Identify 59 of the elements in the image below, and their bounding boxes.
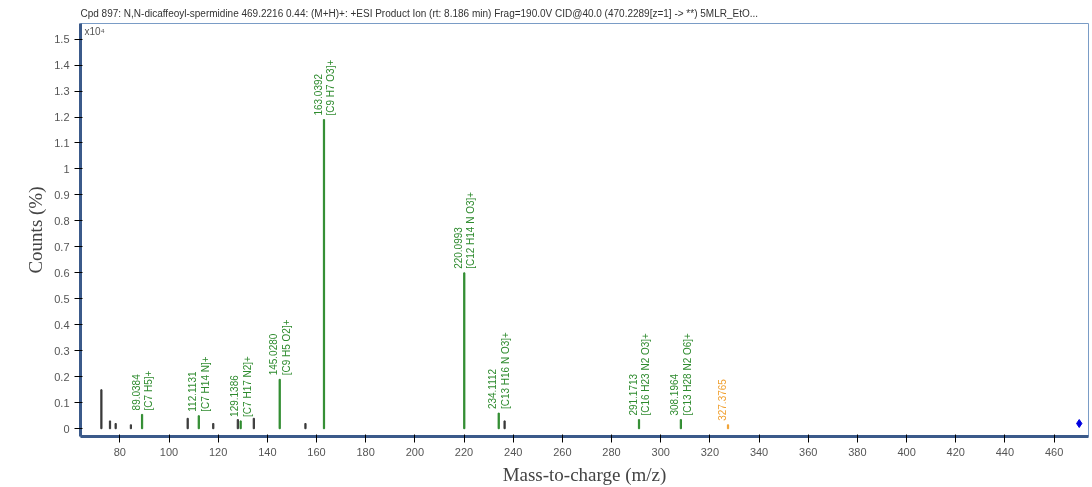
x-tick-label: 160 bbox=[307, 445, 326, 458]
annotation: 327.3765 bbox=[716, 378, 728, 421]
x-tick-label: 140 bbox=[258, 445, 277, 458]
annotation: 129.1386 bbox=[229, 374, 241, 417]
x-tick-label: 260 bbox=[553, 445, 572, 458]
y-tick-label: 1.3 bbox=[54, 85, 70, 98]
x-tick-label: 340 bbox=[749, 445, 769, 458]
annotation: [C7 H17 N2]+ bbox=[241, 355, 253, 417]
annotation: [C7 H5]+ bbox=[142, 370, 154, 411]
x-tick-label: 420 bbox=[946, 445, 965, 458]
annotation: 163.0392 bbox=[312, 73, 324, 116]
y-tick-label: 0.3 bbox=[54, 344, 70, 357]
y-tick-label: 0.6 bbox=[54, 266, 70, 279]
annotation: x10⁴ bbox=[84, 25, 105, 37]
x-tick-label: 460 bbox=[1044, 445, 1064, 458]
x-tick-label: 280 bbox=[602, 445, 621, 458]
x-tick-label: 120 bbox=[209, 445, 228, 458]
x-tick-label: 220 bbox=[454, 445, 474, 458]
x-tick-label: 380 bbox=[848, 445, 867, 458]
y-tick-label: 0.9 bbox=[54, 188, 70, 201]
y-tick-label: 0.2 bbox=[54, 370, 70, 383]
annotation: 291.1713 bbox=[627, 373, 639, 416]
y-tick-label: 0.4 bbox=[54, 318, 70, 331]
x-tick-label: 240 bbox=[504, 445, 523, 458]
annotation: 234.1112 bbox=[487, 368, 499, 410]
annotation: [C16 H23 N2 O3]+ bbox=[639, 332, 651, 416]
x-tick-label: 400 bbox=[897, 445, 916, 458]
y-tick-label: 1.2 bbox=[54, 111, 70, 124]
x-tick-label: 200 bbox=[405, 445, 425, 458]
annotation: 112.1131 bbox=[187, 371, 199, 412]
annotation: [C13 H28 N2 O6]+ bbox=[681, 332, 693, 416]
annotation: 220.0993 bbox=[452, 226, 464, 269]
chart-title: Cpd 897: N,N-dicaffeoyl-spermidine 469.2216 0.44: (M+H)+: +ESI Product Ion (rt: 8.186 min) Frag=190.0V CID@40.0 (470.2289[z=1] -> **) 5MLR_EtO... bbox=[80, 7, 759, 19]
annotation: [C9 H5 O2]+ bbox=[280, 319, 292, 376]
y-tick-label: 1.5 bbox=[54, 33, 70, 46]
annotation: 145.0280 bbox=[268, 333, 280, 376]
annotation: [C13 H16 N O3]+ bbox=[499, 331, 511, 410]
x-tick-label: 100 bbox=[159, 445, 179, 458]
x-axis-title: Mass-to-charge (m/z) bbox=[502, 463, 667, 486]
y-tick-label: 0.5 bbox=[54, 292, 70, 305]
y-tick-label: 1.1 bbox=[54, 136, 70, 149]
x-tick-label: 440 bbox=[995, 445, 1015, 458]
y-tick-label: 0.7 bbox=[54, 240, 70, 253]
y-axis-title: Counts (%) bbox=[25, 186, 48, 274]
x-tick-label: 300 bbox=[651, 445, 670, 458]
annotation: 308.1964 bbox=[669, 373, 681, 416]
annotation: [C9 H7 O3]+ bbox=[324, 59, 336, 116]
x-tick-label: 180 bbox=[356, 445, 375, 458]
y-tick-label: 0.1 bbox=[54, 396, 70, 409]
annotation: 89.0384 bbox=[130, 373, 142, 411]
annotation: [C12 H14 N O3]+ bbox=[465, 191, 477, 269]
y-tick-label: 0 bbox=[63, 422, 70, 435]
y-tick-label: 1.4 bbox=[54, 59, 70, 72]
y-tick-label: 0.8 bbox=[54, 214, 70, 227]
x-tick-label: 320 bbox=[700, 445, 720, 458]
x-tick-label: 80 bbox=[113, 445, 126, 458]
x-tick-label: 360 bbox=[799, 445, 818, 458]
annotation: [C7 H14 N]+ bbox=[199, 356, 211, 412]
y-tick-label: 1 bbox=[63, 162, 70, 175]
